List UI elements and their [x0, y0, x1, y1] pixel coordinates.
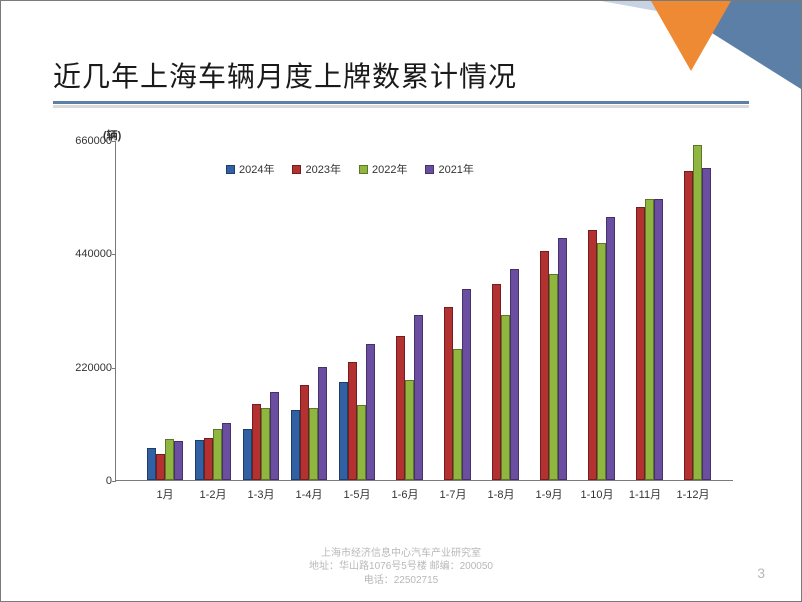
y-tick-label: 440000	[62, 248, 112, 260]
bar	[270, 392, 279, 480]
bar	[291, 410, 300, 480]
x-tick-label: 1-9月	[536, 486, 563, 502]
bar	[693, 145, 702, 480]
bar	[243, 429, 252, 481]
footer-line-1: 上海市经济信息中心汽车产业研究室	[1, 547, 801, 561]
bar	[222, 423, 231, 480]
y-tick-label: 660000	[62, 135, 112, 147]
page-number: 3	[757, 565, 765, 581]
bar	[453, 349, 462, 480]
bar	[261, 408, 270, 480]
bar	[156, 454, 165, 480]
slide-page: 近几年上海车辆月度上牌数累计情况 (辆) 2024年2023年2022年2021…	[0, 0, 802, 602]
x-tick-label: 1-3月	[248, 486, 275, 502]
bar	[147, 448, 156, 480]
y-tick-mark	[112, 254, 116, 255]
bar	[366, 344, 375, 481]
bar	[348, 362, 357, 480]
x-tick-label: 1月	[156, 486, 173, 502]
legend-swatch	[359, 165, 368, 174]
x-tick-label: 1-8月	[488, 486, 515, 502]
bar	[636, 207, 645, 480]
legend-label: 2021年	[438, 161, 473, 177]
x-tick-label: 1-11月	[629, 486, 661, 502]
bar	[405, 380, 414, 480]
title-underline	[53, 101, 749, 104]
bar	[195, 440, 204, 480]
title-block: 近几年上海车辆月度上牌数累计情况	[53, 55, 749, 104]
bar	[702, 168, 711, 480]
page-title: 近几年上海车辆月度上牌数累计情况	[53, 55, 749, 101]
bar	[588, 230, 597, 480]
bar	[300, 385, 309, 480]
bar	[252, 404, 261, 480]
y-tick-label: 0	[62, 475, 112, 487]
legend-item: 2023年	[292, 161, 340, 177]
footer-line-3: 电话：22502715	[1, 574, 801, 588]
bar	[396, 336, 405, 480]
legend-item: 2024年	[226, 161, 274, 177]
y-tick-mark	[112, 481, 116, 482]
legend: 2024年 2023年 2022年 2021年	[226, 161, 474, 177]
legend-swatch	[425, 165, 434, 174]
bar	[462, 289, 471, 480]
x-tick-label: 1-7月	[440, 486, 467, 502]
x-tick-label: 1-6月	[392, 486, 419, 502]
legend-label: 2022年	[372, 161, 407, 177]
bar	[414, 315, 423, 480]
bar	[318, 367, 327, 480]
y-tick-mark	[112, 141, 116, 142]
bar	[357, 405, 366, 480]
y-tick-mark	[112, 368, 116, 369]
chart: (辆) 2024年2023年2022年2021年 022000044000066…	[61, 129, 741, 529]
x-tick-label: 1-2月	[200, 486, 227, 502]
bar	[645, 199, 654, 480]
bar	[492, 284, 501, 480]
legend-label: 2023年	[305, 161, 340, 177]
bar	[174, 441, 183, 480]
bar	[204, 438, 213, 480]
legend-swatch	[292, 165, 301, 174]
bar	[165, 439, 174, 480]
bar	[444, 307, 453, 480]
x-tick-label: 1-4月	[296, 486, 323, 502]
y-tick-label: 220000	[62, 362, 112, 374]
bar	[501, 315, 510, 480]
bar	[510, 269, 519, 480]
legend-item: 2021年	[425, 161, 473, 177]
x-tick-label: 1-10月	[580, 486, 613, 502]
footer: 上海市经济信息中心汽车产业研究室 地址：华山路1076号5号楼 邮编：20005…	[1, 547, 801, 588]
bar	[684, 171, 693, 480]
bar	[339, 382, 348, 480]
legend-label: 2024年	[239, 161, 274, 177]
bar	[606, 217, 615, 480]
bar	[654, 199, 663, 480]
bar	[597, 243, 606, 480]
bar	[309, 408, 318, 480]
x-tick-label: 1-12月	[676, 486, 709, 502]
footer-line-2: 地址：华山路1076号5号楼 邮编：200050	[1, 560, 801, 574]
legend-item: 2022年	[359, 161, 407, 177]
x-tick-label: 1-5月	[344, 486, 371, 502]
bar	[549, 274, 558, 480]
bar	[558, 238, 567, 480]
plot-area: 2024年2023年2022年2021年 0220000440000660000…	[115, 141, 733, 481]
bar	[213, 429, 222, 481]
legend-swatch	[226, 165, 235, 174]
bar	[540, 251, 549, 480]
